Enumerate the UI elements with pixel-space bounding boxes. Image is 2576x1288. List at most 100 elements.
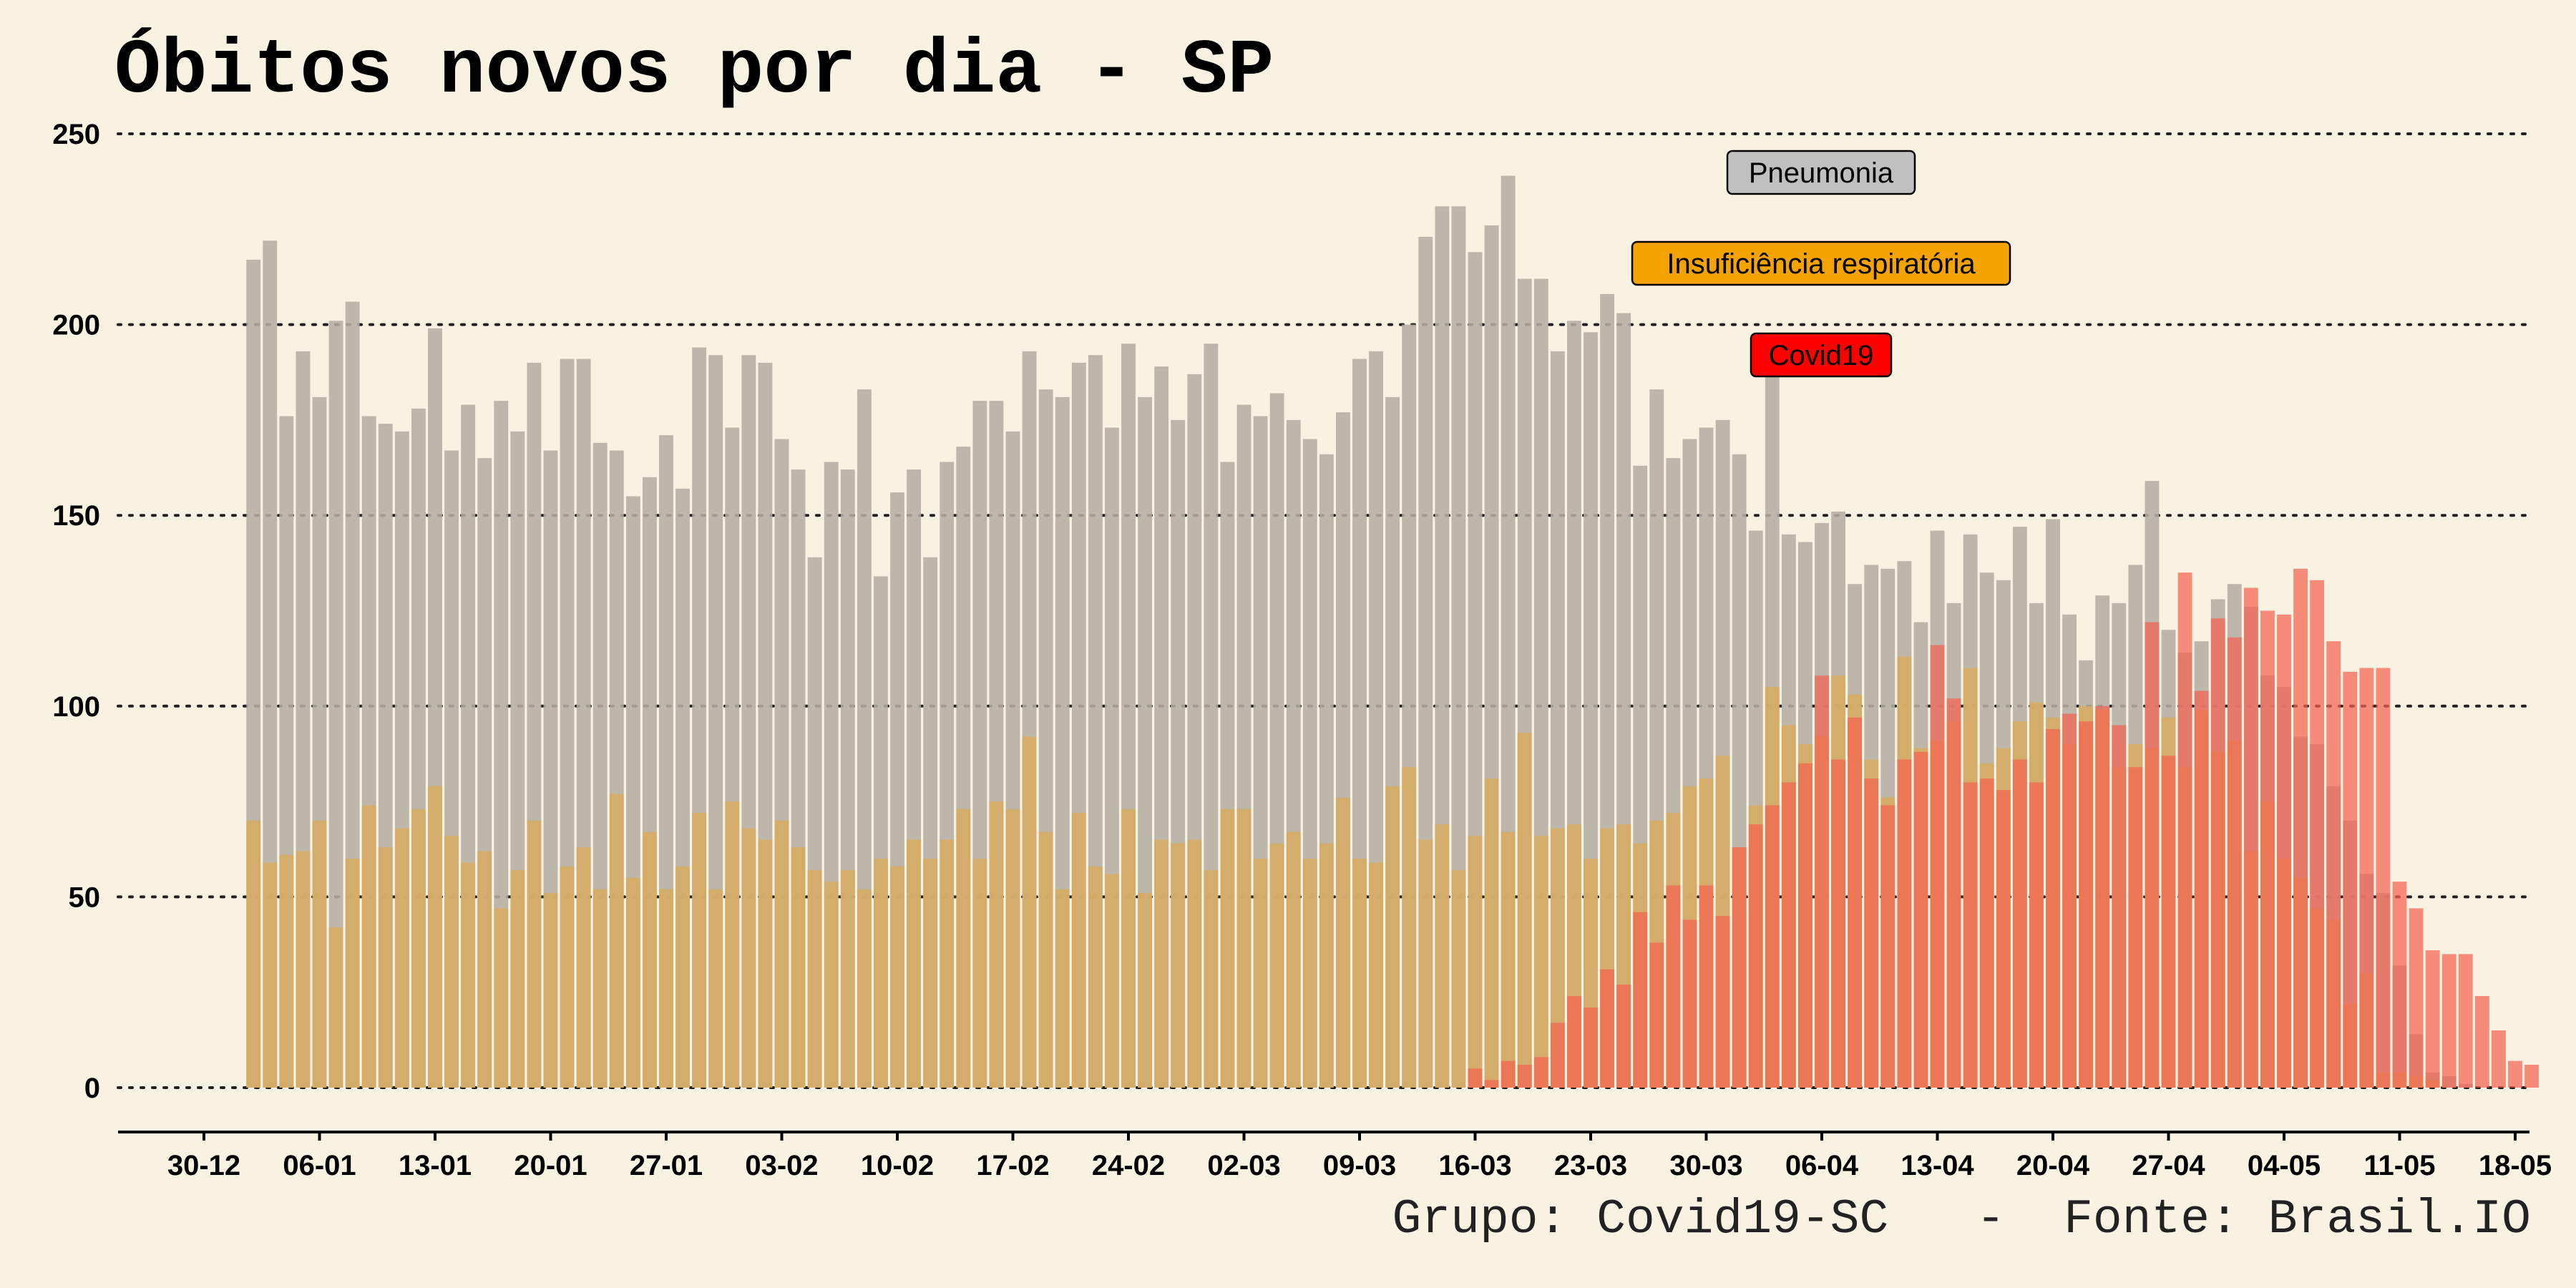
bar — [2508, 1060, 2522, 1088]
bar — [1286, 831, 1301, 1088]
x-tick-label: 03-02 — [745, 1150, 818, 1181]
bar — [1732, 847, 1747, 1088]
bar — [2326, 641, 2341, 1088]
bar — [378, 847, 393, 1088]
x-tick-label: 10-02 — [861, 1150, 934, 1181]
y-tick-label: 250 — [52, 119, 100, 150]
bar — [956, 809, 971, 1088]
bar — [1187, 839, 1202, 1088]
bar — [1451, 206, 1466, 1088]
bar — [1567, 996, 1581, 1088]
bar — [692, 813, 707, 1088]
bar — [675, 866, 690, 1088]
bar — [1880, 805, 1896, 1088]
bar — [2243, 587, 2258, 1088]
x-tick-label: 23-03 — [1554, 1150, 1627, 1181]
bar — [923, 859, 938, 1088]
bar — [411, 809, 426, 1088]
bar — [1913, 751, 1928, 1088]
bar — [890, 866, 904, 1088]
bar — [2359, 668, 2374, 1088]
bar — [1352, 859, 1367, 1088]
bar — [1533, 1057, 1548, 1088]
y-tick-label: 50 — [69, 882, 101, 913]
series-label: Pneumonia — [1749, 157, 1894, 189]
x-tick-label: 30-12 — [167, 1150, 240, 1181]
bar — [1699, 885, 1714, 1088]
bar — [2145, 622, 2160, 1088]
bar — [1451, 870, 1466, 1088]
bar — [774, 820, 789, 1088]
bar — [1138, 893, 1152, 1088]
bar — [1633, 912, 1648, 1088]
x-axis: 30-12 06-01 13-01 20-01 27-01 03-02 10-02 17-02… — [167, 1132, 2552, 1181]
x-tick-label: 17-02 — [976, 1150, 1049, 1181]
bar — [1748, 824, 1763, 1088]
bar — [510, 870, 525, 1088]
bar — [296, 851, 311, 1088]
bar — [2112, 725, 2127, 1088]
x-tick-label: 30-03 — [1669, 1150, 1742, 1181]
bar — [758, 839, 773, 1088]
bar — [328, 321, 343, 1088]
bar — [2227, 637, 2242, 1088]
bar — [1253, 859, 1268, 1088]
bar — [1336, 797, 1350, 1088]
bar — [1055, 889, 1070, 1088]
series-label-box — [1726, 150, 1916, 195]
bar — [907, 839, 921, 1088]
bar — [2392, 882, 2407, 1088]
bar — [1501, 1060, 1516, 1088]
bar — [246, 820, 261, 1088]
bar — [444, 836, 459, 1088]
bar — [2277, 614, 2291, 1088]
bar — [1682, 919, 1697, 1088]
bar — [2293, 568, 2308, 1088]
bar — [592, 889, 608, 1088]
x-tick-label: 16-03 — [1438, 1150, 1511, 1181]
x-tick-label: 11-05 — [2363, 1150, 2435, 1181]
x-tick-label: 13-01 — [399, 1150, 472, 1181]
x-tick-label: 20-04 — [2016, 1150, 2090, 1181]
x-tick-label: 06-01 — [283, 1150, 356, 1181]
bar — [2409, 908, 2424, 1088]
bar — [1996, 790, 2011, 1088]
bar — [345, 859, 360, 1088]
bar — [625, 877, 640, 1088]
series-labels: Pneumonia Insuficiência respiratória Covid… — [1631, 150, 2011, 378]
bar — [477, 851, 492, 1088]
bar — [2079, 721, 2094, 1088]
x-tick-label: 13-04 — [1901, 1150, 1974, 1181]
bar — [1484, 1080, 1499, 1088]
x-tick-label: 18-05 — [2479, 1150, 2552, 1181]
bar — [725, 801, 740, 1088]
chart-title: Óbitos novos por dia - SP — [114, 27, 1274, 115]
bar — [2524, 1065, 2539, 1088]
bar — [643, 831, 657, 1088]
bar — [1848, 717, 1863, 1088]
bar — [1418, 839, 1433, 1088]
bar — [857, 889, 872, 1088]
bar — [1781, 782, 1796, 1088]
bar — [1979, 779, 1994, 1088]
bar — [2012, 759, 2027, 1088]
bar — [1815, 675, 1829, 1088]
bar — [560, 866, 575, 1088]
bar — [1435, 824, 1450, 1088]
bar — [461, 862, 476, 1088]
bar — [1269, 843, 1284, 1088]
bar — [659, 889, 673, 1088]
bar — [1897, 759, 1912, 1088]
bar — [1088, 866, 1103, 1088]
bar — [1220, 809, 1235, 1088]
bar — [2177, 572, 2192, 1088]
bar — [1319, 843, 1334, 1088]
bar — [279, 854, 294, 1088]
series-label-box — [1631, 240, 2011, 286]
bar — [609, 794, 624, 1088]
y-tick-label: 0 — [84, 1073, 100, 1104]
bar — [1369, 862, 1383, 1088]
source-caption: Grupo: Covid19-SC - Fonte: Brasil.IO — [1392, 1192, 2531, 1247]
bar — [2425, 950, 2440, 1088]
bar — [2128, 767, 2143, 1088]
